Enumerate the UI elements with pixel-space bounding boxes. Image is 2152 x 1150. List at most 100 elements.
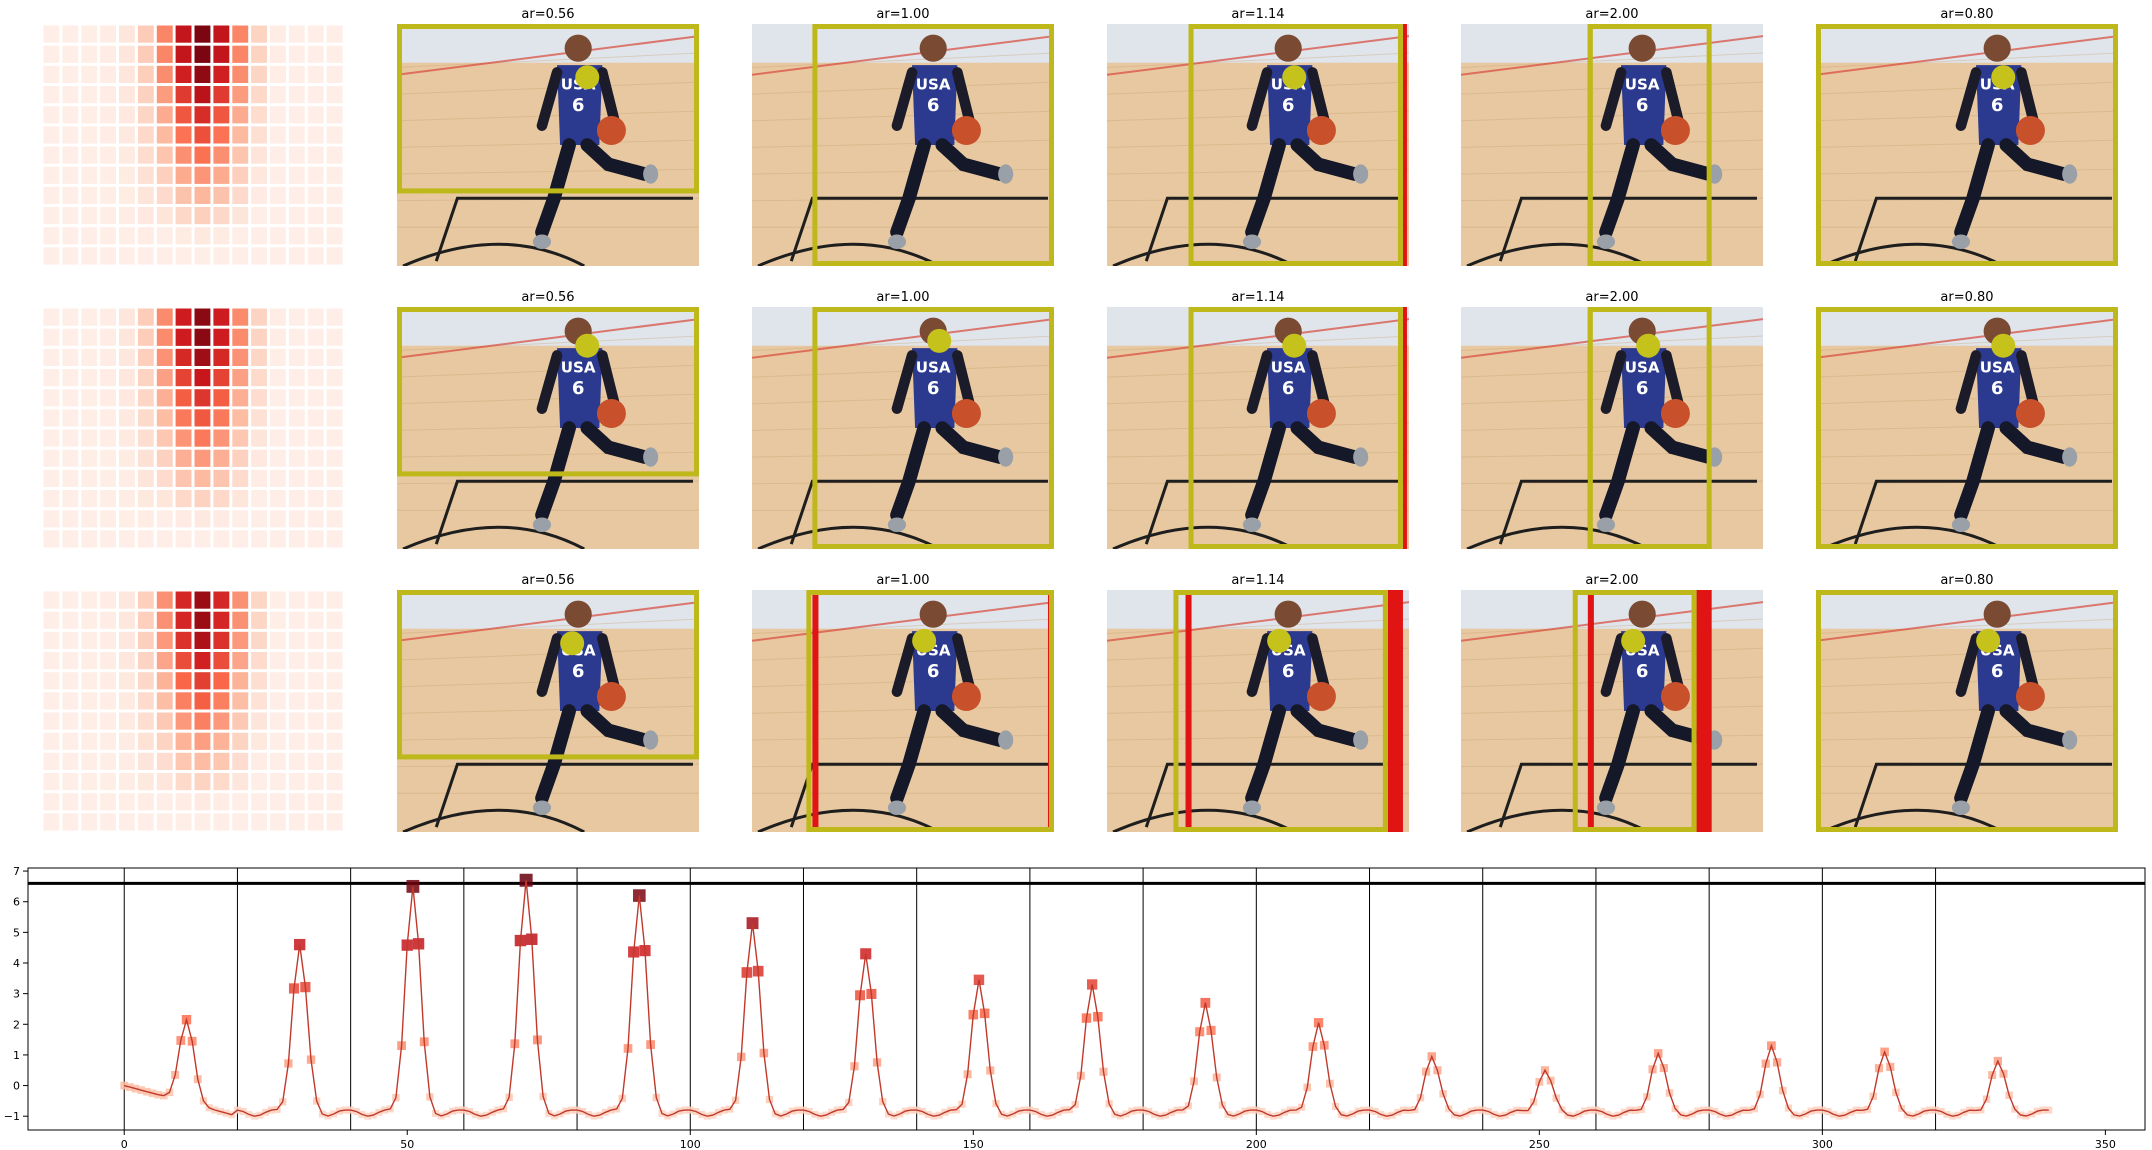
heatmap-cell: [232, 591, 249, 609]
heatmap-cell: [100, 186, 116, 204]
basketball: [951, 115, 981, 145]
court-arc-line: [1821, 242, 2004, 266]
heatmap-cell: [175, 672, 192, 690]
heatmap-cell: [326, 752, 343, 770]
crop-edge-marker: [1402, 24, 1407, 266]
player-leg-left: [1599, 421, 1640, 522]
heatmap-cell: [288, 429, 305, 447]
heatmap-cell: [156, 308, 173, 326]
crop-box: [1188, 307, 1403, 549]
heatmap-cell: [81, 449, 98, 467]
crop-box: [1173, 590, 1388, 832]
heatmap-cell: [119, 510, 135, 528]
jersey-number: 6: [927, 661, 940, 682]
heatmap-cell: [100, 732, 116, 750]
heatmap-cell: [232, 25, 249, 43]
player-arm-left: [1246, 350, 1273, 414]
heatmap-cell: [326, 186, 343, 204]
court-arc-line: [1821, 525, 2004, 549]
heatmap-cell: [156, 813, 173, 831]
court-arc-line: [402, 242, 585, 266]
heatmap-cell: [156, 591, 173, 609]
heatmap-cell: [100, 308, 116, 326]
photo-backdrop: [1461, 24, 1763, 63]
heatmap-cell: [43, 773, 60, 791]
heatmap-cell: [288, 530, 305, 548]
heatmap-cell: [213, 348, 230, 366]
heatmap-cell: [288, 308, 305, 326]
heatmap-cell: [307, 166, 324, 184]
basketball: [1660, 398, 1690, 428]
heatmap-cell: [43, 247, 60, 265]
heatmap-cell: [251, 813, 267, 831]
heatmap-cell: [288, 712, 305, 730]
heatmap-cell: [119, 146, 135, 164]
heatmap-cell: [175, 166, 192, 184]
heatmap-cell: [175, 732, 192, 750]
photo-backdrop: [1107, 590, 1409, 629]
heatmap-cell: [175, 429, 192, 447]
heatmap-cell: [137, 510, 154, 528]
heatmap-cell: [100, 631, 116, 649]
center-marker: [1636, 333, 1661, 358]
player-shoe-left: [1242, 517, 1262, 533]
player-shoe-left: [1951, 517, 1971, 533]
center-marker: [1267, 628, 1292, 653]
heatmap-cell: [156, 429, 173, 447]
heatmap-cell: [251, 328, 267, 346]
heatmap-cell: [194, 126, 211, 144]
heatmap-cell: [307, 652, 324, 670]
heatmap-cell: [119, 692, 135, 710]
heatmap-cell: [100, 389, 116, 407]
heatmap-cell: [232, 106, 249, 124]
overlay-group: [1816, 307, 2118, 549]
player-arm-left: [1600, 350, 1627, 414]
heatmap-cell: [62, 65, 79, 83]
heatmap-cell: [326, 207, 343, 225]
heatmap-cell: [175, 227, 192, 245]
heatmap-cell: [326, 490, 343, 508]
heatmap-cell: [251, 247, 267, 265]
player-arm-left: [891, 350, 918, 414]
player-head: [919, 34, 947, 62]
heatmap-cell: [326, 469, 343, 487]
heatmap-cell: [156, 490, 173, 508]
floor-plank-line: [752, 705, 1054, 714]
center-marker: [912, 628, 937, 653]
heatmap-cell: [326, 308, 343, 326]
center-marker: [1621, 628, 1646, 653]
heatmap-cell: [137, 65, 154, 83]
heatmap-cell: [43, 25, 60, 43]
overlay-group: [812, 307, 1055, 549]
basketball: [1306, 681, 1336, 711]
heatmap-cell: [213, 86, 230, 104]
heatmap-cell: [156, 207, 173, 225]
heatmap-cell: [194, 25, 211, 43]
panel-title: ar=1.00: [876, 290, 929, 305]
heatmap-cell: [175, 773, 192, 791]
heatmap-cell: [62, 591, 79, 609]
player-jersey: [1621, 65, 1667, 145]
heatmap-cell: [288, 207, 305, 225]
heatmap-cell: [137, 348, 154, 366]
player-arm-right: [597, 633, 620, 693]
floor-plank-line: [1107, 52, 1409, 69]
heatmap-cell: [175, 692, 192, 710]
heatmap-cell: [62, 227, 79, 245]
player-leg-right: [580, 421, 652, 464]
heatmap-cell: [232, 409, 249, 427]
heatmap-cell: [232, 227, 249, 245]
player-shoe-right: [643, 447, 659, 467]
crop-box: [397, 307, 699, 477]
player-leg-left: [535, 704, 576, 805]
heatmap-cell: [137, 429, 154, 447]
panel-title: ar=2.00: [1585, 573, 1638, 588]
heatmap-cell: [119, 490, 135, 508]
heatmap-cell: [307, 611, 324, 629]
heatmap-cell: [119, 45, 135, 63]
player-arm-right: [1661, 350, 1684, 410]
heatmap-cell: [251, 86, 267, 104]
court-red-line: [752, 601, 1054, 642]
